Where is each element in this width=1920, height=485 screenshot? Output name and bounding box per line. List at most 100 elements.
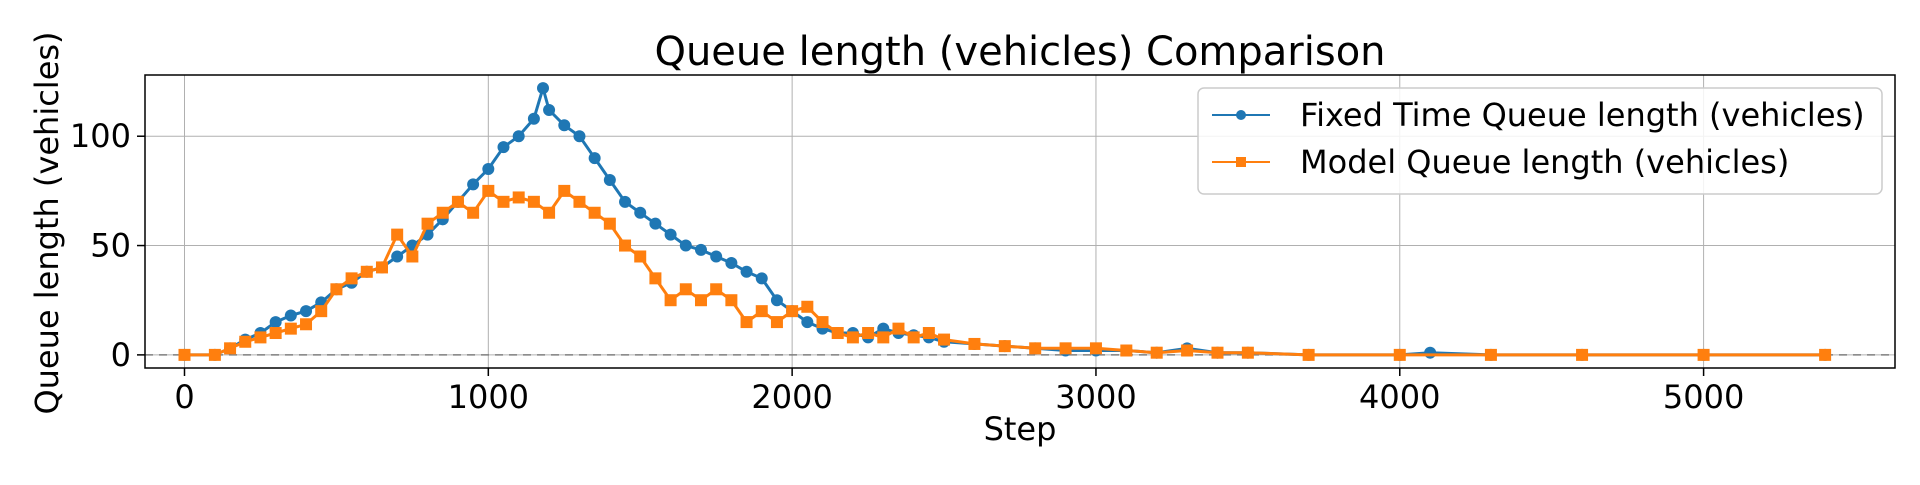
- data-point-model: [649, 272, 662, 285]
- data-point-fixed-time: [269, 316, 282, 329]
- x-tick-label: 4000: [1359, 378, 1440, 416]
- data-point-model: [421, 217, 434, 230]
- data-point-model: [284, 322, 297, 335]
- data-point-model: [1120, 344, 1133, 357]
- data-point-model: [1059, 342, 1072, 355]
- data-point-model: [679, 283, 692, 296]
- data-point-fixed-time: [467, 178, 480, 191]
- plot-frame: [144, 74, 1896, 369]
- data-point-model: [315, 305, 328, 318]
- data-point-fixed-time: [300, 305, 313, 318]
- legend-label-model: Model Queue length (vehicles): [1300, 143, 1789, 181]
- legend-box: [1197, 87, 1883, 195]
- series-model: [178, 184, 1832, 361]
- data-point-model: [573, 195, 586, 208]
- data-point-model: [1241, 346, 1254, 359]
- x-tick-label: 1000: [448, 378, 529, 416]
- data-point-model: [786, 305, 799, 318]
- data-point-model: [451, 195, 464, 208]
- data-point-fixed-time: [603, 173, 616, 186]
- data-point-model: [375, 261, 388, 274]
- data-point-model: [1393, 348, 1406, 361]
- x-tick-label: 0: [174, 378, 194, 416]
- data-point-model: [831, 327, 844, 340]
- y-tick-label: 100: [70, 117, 131, 155]
- x-tick-label: 5000: [1663, 378, 1744, 416]
- legend: Fixed Time Queue length (vehicles) Model…: [1197, 87, 1883, 195]
- x-tick-label: 2000: [751, 378, 832, 416]
- data-point-model: [634, 250, 647, 263]
- data-point-model: [208, 348, 221, 361]
- data-point-fixed-time: [527, 112, 540, 125]
- data-point-fixed-time: [801, 316, 814, 329]
- data-point-model: [1181, 344, 1194, 357]
- data-point-model: [254, 331, 267, 344]
- data-point-model: [801, 300, 814, 313]
- y-tick-label: 0: [111, 336, 131, 374]
- data-point-fixed-time: [649, 217, 662, 230]
- data-point-model: [968, 337, 981, 350]
- data-point-model: [770, 316, 783, 329]
- data-point-model: [512, 191, 525, 204]
- series-layer: [178, 82, 1832, 361]
- data-point-model: [725, 294, 738, 307]
- data-point-model: [527, 195, 540, 208]
- data-point-fixed-time: [634, 206, 647, 219]
- data-point-model: [694, 294, 707, 307]
- data-point-model: [1819, 348, 1832, 361]
- data-point-model: [816, 316, 829, 329]
- data-point-fixed-time: [679, 239, 692, 252]
- data-point-model: [1484, 348, 1497, 361]
- data-point-fixed-time: [740, 265, 753, 278]
- tick-layer: 0 1000 2000 3000 4000 5000 0 50 100: [70, 117, 1744, 416]
- data-point-model: [846, 331, 859, 344]
- data-point-model: [224, 342, 237, 355]
- data-point-model: [467, 206, 480, 219]
- x-tick-label: 3000: [1055, 378, 1136, 416]
- data-point-fixed-time: [770, 294, 783, 307]
- data-point-fixed-time: [284, 309, 297, 322]
- data-point-model: [269, 327, 282, 340]
- data-point-fixed-time: [482, 163, 495, 176]
- data-point-model: [938, 333, 951, 346]
- data-point-model: [907, 331, 920, 344]
- data-point-model: [558, 184, 571, 197]
- data-point-fixed-time: [573, 130, 586, 143]
- data-point-model: [1302, 348, 1315, 361]
- data-point-model: [391, 228, 404, 241]
- data-point-model: [740, 316, 753, 329]
- data-point-model: [877, 331, 890, 344]
- data-point-fixed-time: [537, 82, 550, 95]
- data-point-fixed-time: [694, 243, 707, 256]
- series-line-model: [184, 189, 1826, 357]
- legend-marker-model: [1236, 157, 1246, 167]
- data-point-fixed-time: [619, 195, 632, 208]
- chart-title: Queue length (vehicles) Comparison: [654, 29, 1385, 75]
- y-axis-label: Queue length (vehicles): [28, 31, 66, 414]
- data-point-model: [619, 239, 632, 252]
- y-tick-label: 50: [90, 227, 131, 265]
- data-point-fixed-time: [391, 250, 404, 263]
- data-point-model: [892, 322, 905, 335]
- data-point-model: [482, 184, 495, 197]
- data-point-fixed-time: [710, 250, 723, 263]
- legend-label-fixed-time: Fixed Time Queue length (vehicles): [1300, 96, 1865, 134]
- data-point-model: [178, 348, 191, 361]
- data-point-model: [1150, 346, 1163, 359]
- data-point-model: [406, 250, 419, 263]
- data-point-model: [300, 318, 313, 331]
- data-point-fixed-time: [588, 152, 601, 165]
- data-point-model: [862, 327, 875, 340]
- data-point-model: [1029, 342, 1042, 355]
- data-point-model: [922, 327, 935, 340]
- data-point-fixed-time: [558, 119, 571, 132]
- data-point-model: [330, 283, 343, 296]
- data-point-model: [603, 217, 616, 230]
- data-point-model: [710, 283, 723, 296]
- data-point-fixed-time: [725, 257, 738, 270]
- data-point-model: [239, 335, 252, 348]
- data-point-model: [1089, 342, 1102, 355]
- data-point-model: [345, 272, 358, 285]
- data-point-fixed-time: [497, 141, 510, 154]
- data-point-model: [1697, 348, 1710, 361]
